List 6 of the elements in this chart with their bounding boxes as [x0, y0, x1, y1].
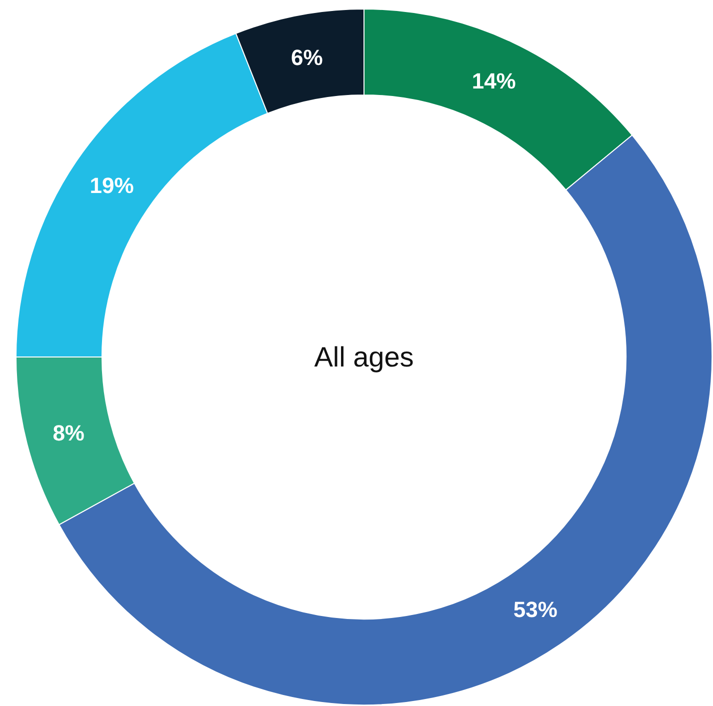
data-label: 19% [90, 173, 134, 198]
data-label: 53% [513, 596, 558, 622]
data-label: 14% [472, 68, 516, 94]
data-label: 6% [290, 44, 323, 70]
text: All ages [314, 342, 414, 372]
data-label: 8% [52, 420, 84, 446]
